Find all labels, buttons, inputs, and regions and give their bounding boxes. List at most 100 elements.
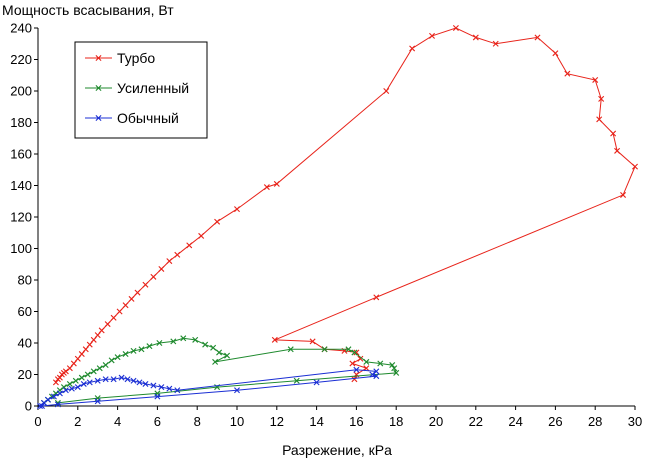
data-point (146, 343, 153, 350)
data-point (68, 385, 75, 392)
data-point (122, 351, 129, 358)
data-point (598, 95, 605, 102)
data-point (377, 360, 384, 367)
data-point (383, 88, 390, 94)
data-point (116, 308, 123, 315)
x-tick-label: 10 (230, 414, 244, 429)
data-point (154, 393, 161, 400)
y-tick-label: 120 (10, 210, 32, 225)
data-point (108, 357, 115, 364)
data-point (80, 380, 87, 387)
x-tick-label: 18 (389, 414, 403, 429)
data-point (373, 294, 380, 301)
data-point (122, 302, 129, 309)
y-tick-label: 180 (10, 115, 32, 130)
data-point (72, 377, 79, 384)
data-point (273, 180, 280, 187)
data-point (234, 387, 240, 394)
x-tick-label: 24 (508, 414, 522, 429)
data-point (158, 384, 165, 391)
x-tick-label: 12 (270, 414, 284, 429)
data-point (134, 289, 141, 296)
data-point (50, 393, 57, 400)
data-point (44, 396, 51, 403)
data-point (363, 365, 370, 372)
data-point (192, 336, 199, 343)
data-point (114, 354, 121, 361)
legend-label: Обычный (117, 110, 179, 126)
data-point (110, 314, 117, 321)
data-point (620, 191, 627, 198)
legend-marker (95, 85, 102, 91)
x-tick-label: 8 (194, 414, 201, 429)
x-tick-label: 2 (74, 414, 81, 429)
data-point (40, 399, 47, 406)
data-point (90, 368, 97, 375)
data-point (86, 341, 93, 348)
y-tick-label: 40 (18, 336, 32, 351)
data-point (90, 336, 97, 343)
data-point (373, 373, 380, 380)
data-point (74, 384, 81, 391)
data-point (66, 380, 73, 387)
data-point (293, 377, 300, 384)
x-tick-label: 4 (114, 414, 121, 429)
data-point (110, 376, 117, 383)
y-axis-title: Мощность всасывания, Вт (2, 2, 174, 18)
data-point (128, 295, 135, 302)
data-point (351, 376, 358, 383)
data-point (214, 218, 221, 225)
data-point (271, 336, 278, 343)
data-point (156, 340, 163, 346)
series-layer (37, 25, 638, 409)
data-point (391, 365, 398, 372)
data-point (564, 70, 571, 77)
data-point (84, 371, 91, 378)
data-point (118, 374, 125, 381)
data-point (62, 368, 69, 375)
x-tick-label: 16 (349, 414, 363, 429)
data-point (174, 251, 181, 258)
series-line (39, 369, 378, 407)
data-point (74, 355, 81, 362)
data-point (150, 382, 157, 389)
legend-label: Усиленный (117, 80, 189, 96)
x-tick-label: 0 (34, 414, 41, 429)
legend-item: Обычный (85, 110, 179, 126)
data-point (66, 365, 73, 372)
data-point (614, 147, 621, 154)
legend-item: Турбо (85, 50, 155, 66)
data-point (158, 265, 165, 272)
data-point (70, 360, 77, 367)
data-point (94, 332, 101, 339)
y-tick-label: 60 (18, 304, 32, 319)
data-point (369, 371, 376, 378)
data-point (492, 40, 499, 47)
data-point (321, 346, 328, 353)
y-tick-label: 220 (10, 52, 32, 67)
y-tick-label: 240 (10, 21, 32, 36)
data-point (393, 369, 400, 376)
data-point (78, 351, 85, 358)
legend-item: Усиленный (85, 80, 189, 96)
data-point (56, 390, 63, 397)
data-point (309, 338, 316, 345)
data-point (98, 327, 105, 334)
data-point (632, 163, 638, 170)
data-point (452, 25, 459, 31)
legend-label: Турбо (117, 50, 155, 66)
data-point (60, 384, 67, 391)
data-point (104, 321, 111, 328)
data-point (166, 258, 173, 265)
y-tick-label: 80 (18, 273, 32, 288)
data-point (345, 346, 352, 353)
data-point (202, 341, 209, 348)
data-point (210, 344, 217, 351)
data-point (592, 76, 599, 83)
data-point (138, 346, 145, 353)
series-1 (52, 25, 638, 386)
x-tick-label: 22 (469, 414, 483, 429)
legend-marker (95, 55, 102, 61)
